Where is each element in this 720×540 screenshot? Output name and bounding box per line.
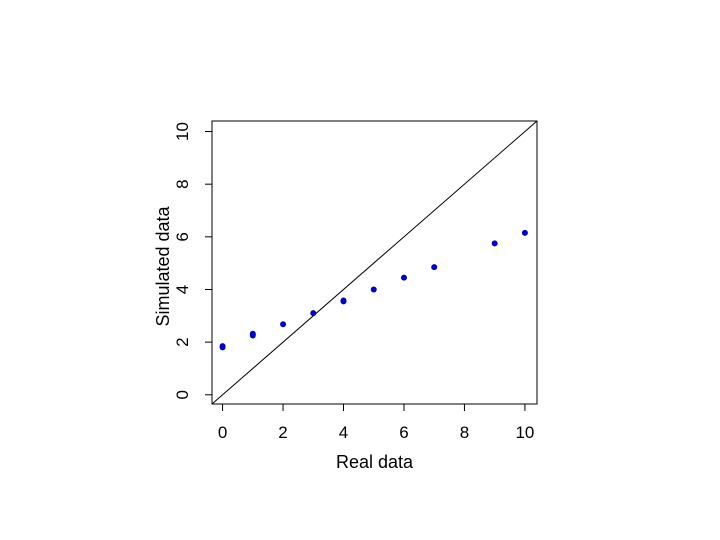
y-tick-label: 0 <box>173 390 192 399</box>
y-tick-label: 10 <box>173 122 192 141</box>
data-point <box>280 321 287 328</box>
data-point <box>370 286 377 293</box>
identity-line <box>211 120 538 405</box>
data-point <box>431 264 438 271</box>
plot-area: 0 2 4 6 8 10 0 2 4 6 8 10 <box>173 120 538 442</box>
x-tick-label: 4 <box>339 423 348 442</box>
x-axis-title: Real data <box>336 452 414 472</box>
data-point <box>491 240 498 247</box>
data-point <box>219 343 226 350</box>
x-tick-label: 2 <box>278 423 287 442</box>
data-point <box>400 274 407 281</box>
y-tick-label: 8 <box>173 179 192 188</box>
y-tick-label: 4 <box>173 285 192 294</box>
x-tick-label: 6 <box>399 423 408 442</box>
x-tick-label: 10 <box>515 423 534 442</box>
data-point <box>521 229 528 236</box>
data-point <box>340 297 347 304</box>
y-tick-label: 2 <box>173 337 192 346</box>
data-point <box>310 310 317 317</box>
data-point <box>249 330 256 337</box>
y-axis-title: Simulated data <box>153 205 173 326</box>
x-tick-label: 8 <box>460 423 469 442</box>
y-tick-label: 6 <box>173 232 192 241</box>
x-tick-label: 0 <box>218 423 227 442</box>
